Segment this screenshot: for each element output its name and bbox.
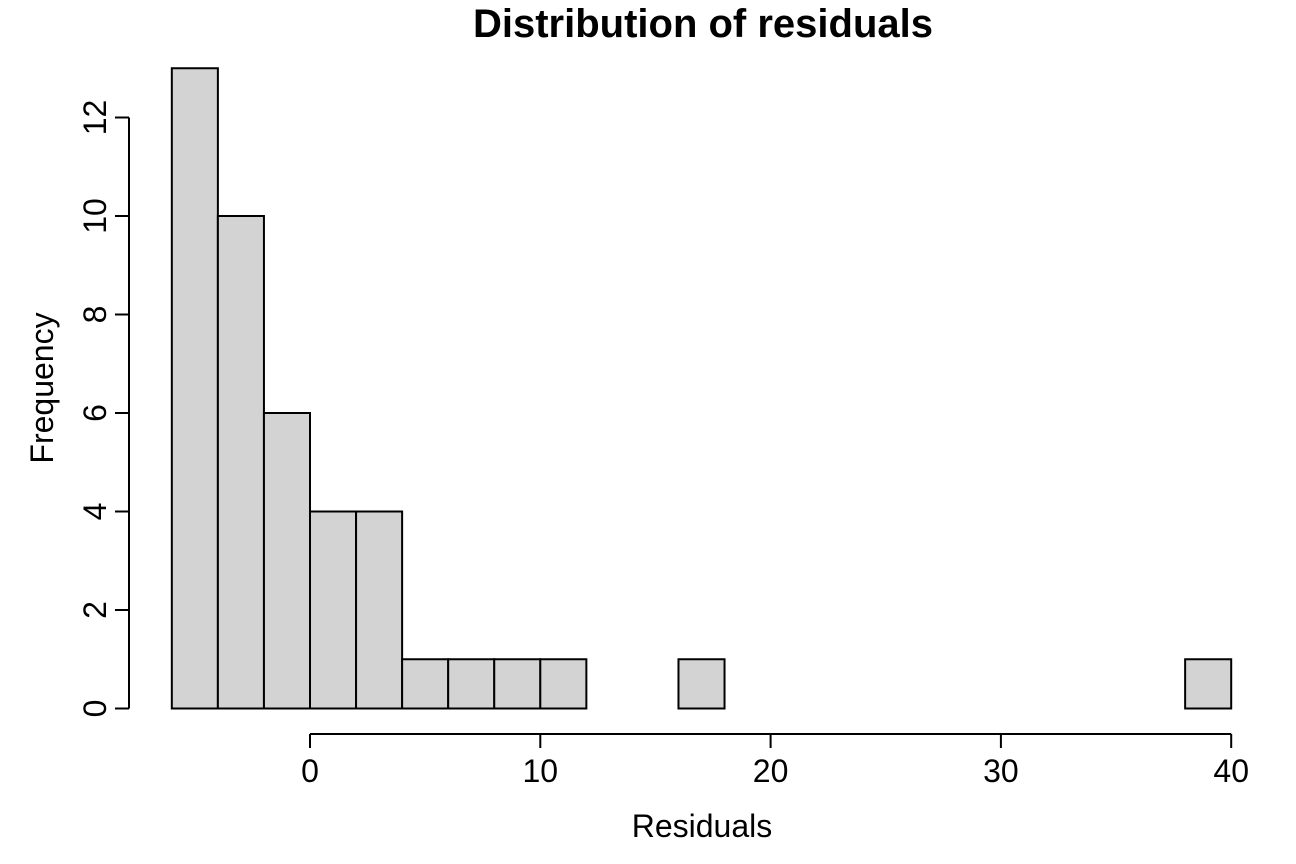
histogram-bar [493, 658, 542, 710]
y-tick-label: 6 [77, 404, 113, 422]
histogram-bar [170, 67, 219, 710]
histogram-bar [1184, 658, 1233, 710]
x-axis: 0 10 20 30 40 [301, 733, 1249, 789]
histogram-bar [216, 215, 265, 710]
histogram-bar [309, 510, 358, 710]
y-axis-label: Frequency [24, 312, 60, 463]
x-tick-label: 0 [301, 753, 319, 789]
x-tick-label: 30 [983, 753, 1019, 789]
bars-group [170, 67, 1233, 710]
histogram-bar [447, 658, 496, 710]
y-tick-label: 10 [77, 198, 113, 234]
histogram-bar [677, 658, 726, 710]
y-tick-label: 2 [77, 601, 113, 619]
y-tick-label: 8 [77, 306, 113, 324]
y-axis: 0 2 4 6 8 10 12 [77, 100, 130, 718]
y-tick-label: 0 [77, 700, 113, 718]
x-tick-label: 40 [1213, 753, 1249, 789]
histogram-bar [262, 412, 312, 710]
y-tick-label: 12 [77, 100, 113, 136]
y-tick-label: 4 [77, 503, 113, 521]
chart-title: Distribution of residuals [473, 2, 933, 46]
x-tick-label: 10 [523, 753, 559, 789]
histogram-bar [355, 510, 404, 710]
x-tick-label: 20 [753, 753, 789, 789]
x-axis-label: Residuals [632, 808, 773, 844]
histogram-bar [539, 658, 588, 710]
histogram-bar [401, 658, 450, 710]
